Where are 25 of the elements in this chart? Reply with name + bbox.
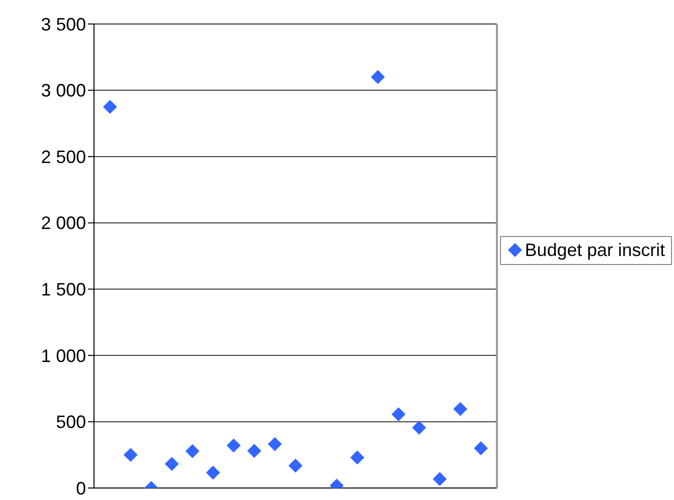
y-tick-label: 500 [56, 412, 86, 432]
point [164, 456, 179, 471]
y-tick-label: 1 000 [40, 346, 86, 366]
point [185, 444, 200, 458]
point [124, 448, 138, 462]
point [370, 70, 385, 84]
y-tick-label: 2 500 [40, 146, 86, 167]
point [268, 437, 282, 452]
point [391, 407, 406, 422]
y-tick-label: 0 [76, 478, 86, 498]
point [288, 458, 302, 473]
y-tick-label: 1 500 [40, 280, 86, 300]
point [453, 402, 468, 416]
point [247, 444, 262, 458]
point [226, 438, 241, 452]
point [412, 420, 426, 435]
point [432, 472, 447, 486]
y-tick-label: 3 000 [40, 80, 86, 101]
y-tick-label: 2 000 [40, 213, 86, 234]
point [474, 441, 488, 456]
point [103, 100, 117, 114]
y-tick-label: 3 500 [40, 14, 86, 34]
legend-label: Budget par inscrit [524, 240, 665, 260]
point [350, 450, 364, 465]
point [206, 466, 220, 480]
